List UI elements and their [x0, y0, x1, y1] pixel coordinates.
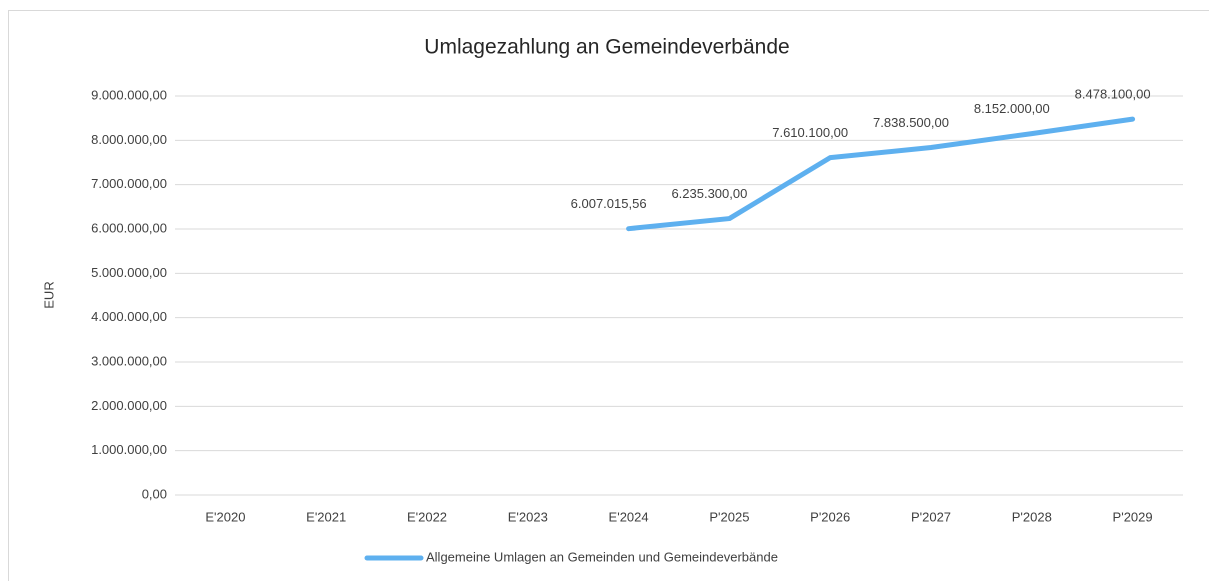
x-tick-label: P'2026: [810, 509, 850, 524]
data-label: 6.007.015,56: [571, 196, 647, 211]
x-tick-label: E'2024: [609, 509, 649, 524]
y-tick-label: 7.000.000,00: [91, 176, 167, 191]
y-tick-label: 5.000.000,00: [91, 265, 167, 280]
y-tick-label: 2.000.000,00: [91, 398, 167, 413]
data-label: 8.478.100,00: [1075, 87, 1151, 102]
y-tick-label: 1.000.000,00: [91, 442, 167, 457]
y-tick-label: 0,00: [142, 486, 167, 501]
legend-label: Allgemeine Umlagen an Gemeinden und Geme…: [426, 549, 778, 564]
x-tick-label: E'2023: [508, 509, 548, 524]
x-tick-label: P'2029: [1113, 509, 1153, 524]
line-series: [626, 116, 1136, 232]
y-tick-label: 8.000.000,00: [91, 132, 167, 147]
data-label: 6.235.300,00: [671, 186, 747, 201]
data-label: 7.610.100,00: [772, 125, 848, 140]
y-tick-label: 4.000.000,00: [91, 309, 167, 324]
data-label: 7.838.500,00: [873, 115, 949, 130]
x-tick-label: E'2022: [407, 509, 447, 524]
chart-title: Umlagezahlung an Gemeindeverbände: [424, 36, 789, 59]
y-tick-label: 6.000.000,00: [91, 220, 167, 235]
y-tick-label: 3.000.000,00: [91, 353, 167, 368]
x-tick-label: E'2021: [306, 509, 346, 524]
x-tick-label: P'2027: [911, 509, 951, 524]
chart-frame: [8, 10, 1209, 581]
data-label: 8.152.000,00: [974, 101, 1050, 116]
x-tick-label: P'2028: [1012, 509, 1052, 524]
x-tick-label: E'2020: [205, 509, 245, 524]
x-tick-label: P'2025: [709, 509, 749, 524]
y-tick-label: 9.000.000,00: [91, 87, 167, 102]
y-axis-label: EUR: [41, 281, 56, 308]
